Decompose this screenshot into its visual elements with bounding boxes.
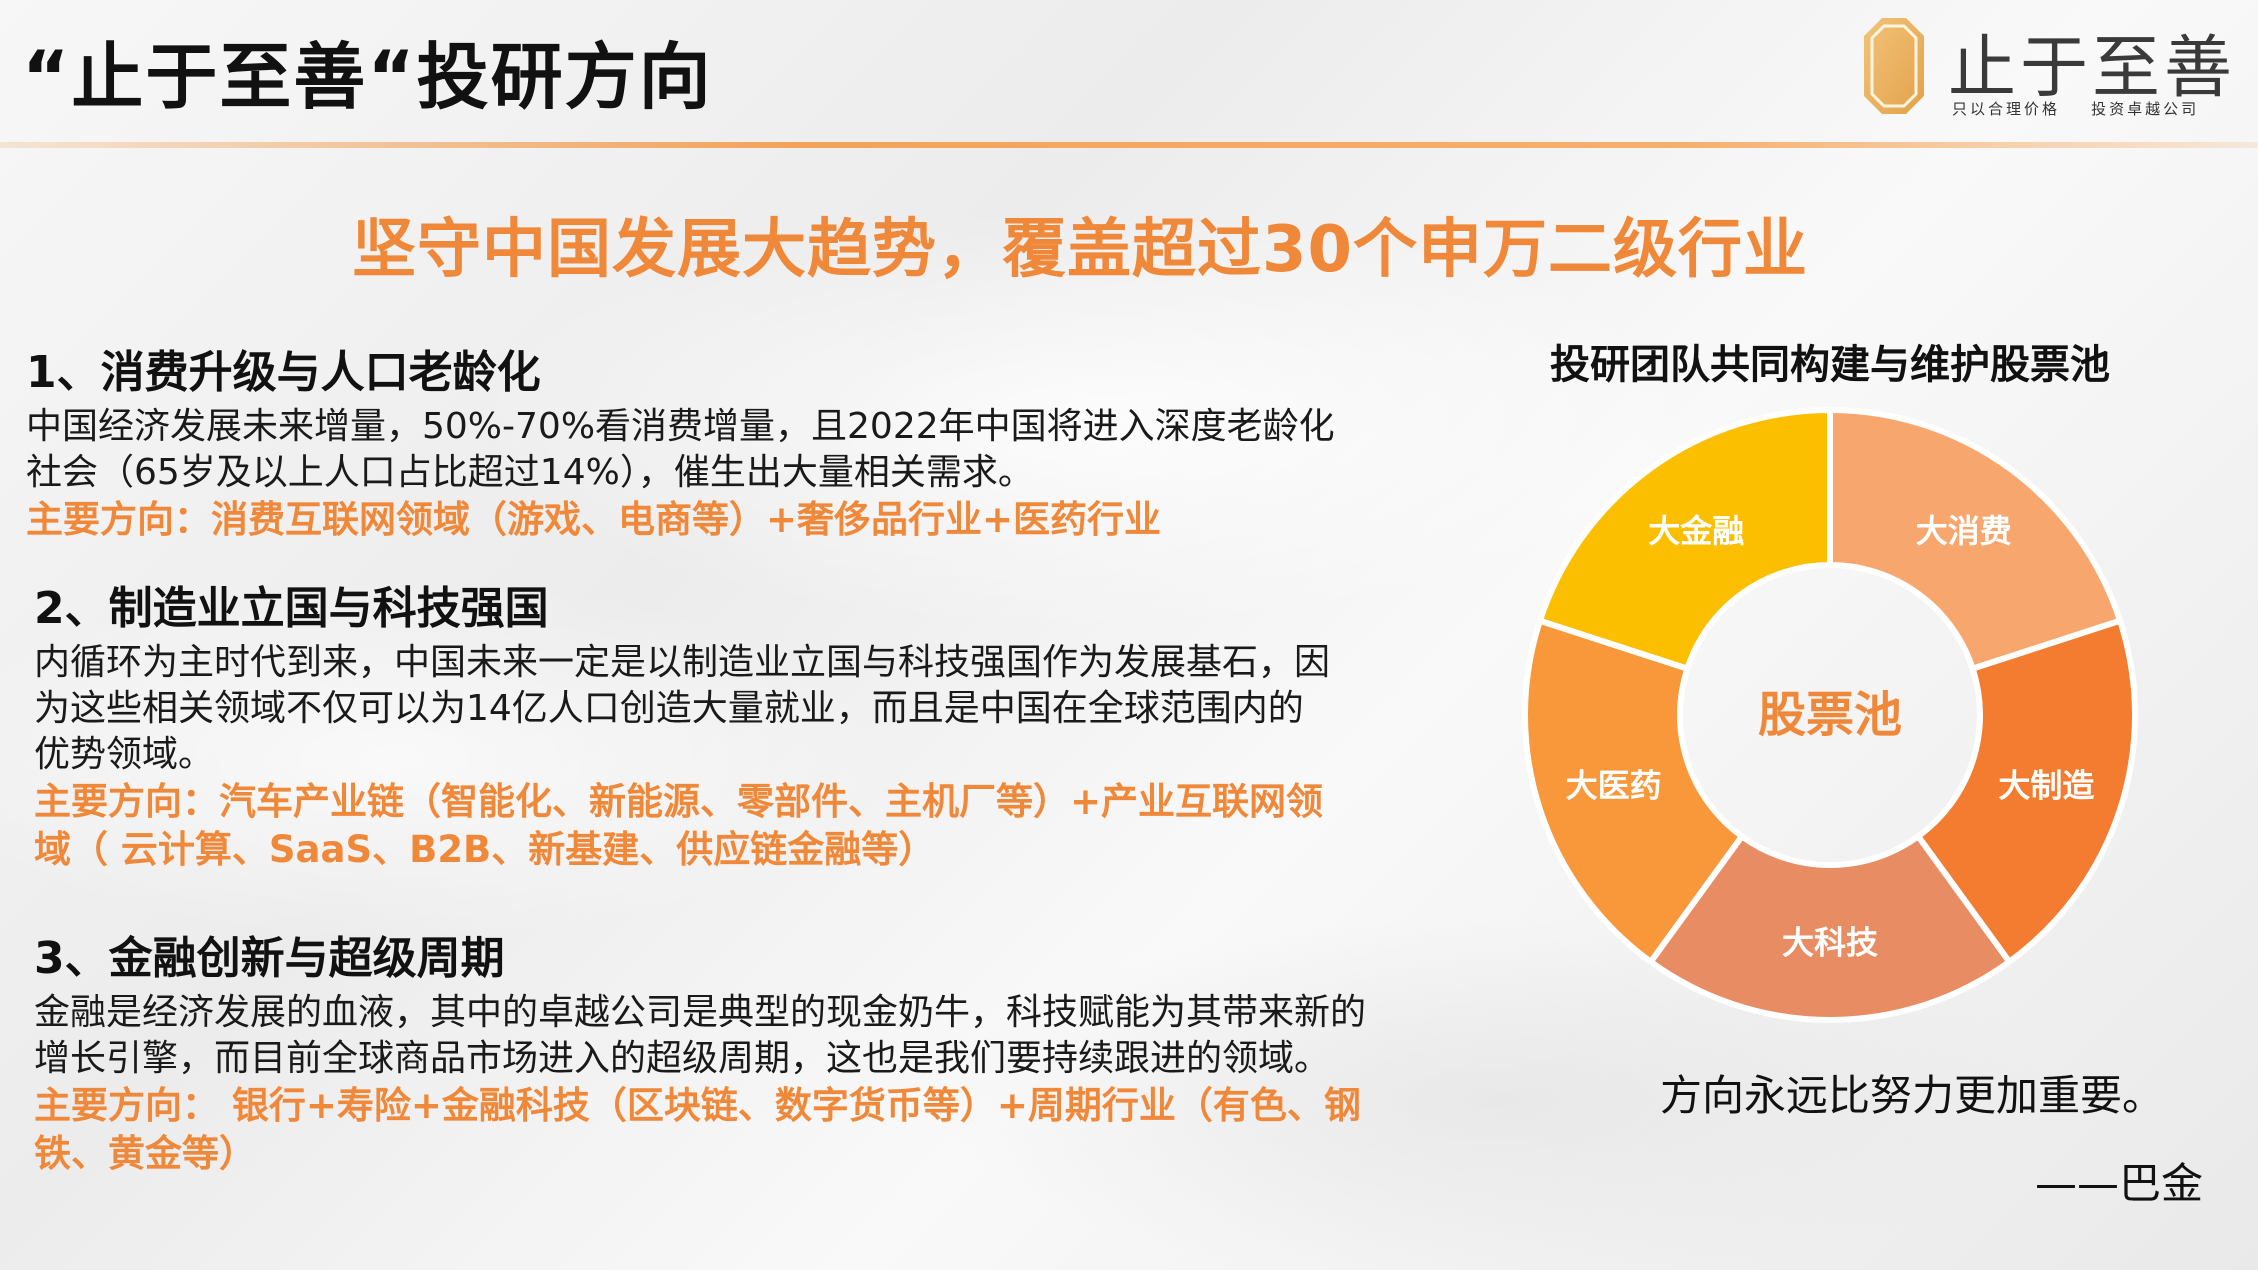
section-title: 3、金融创新与超级周期 <box>34 933 505 984</box>
donut-slice-4 <box>1522 616 1747 966</box>
section-direction: 主要方向：汽车产业链（智能化、新能源、零部件、主机厂等）+产业互联网领域（ 云计… <box>34 780 1323 871</box>
donut-slice-label: 大金融 <box>1648 512 1744 550</box>
section-finance: 3、金融创新与超级周期 金融是经济发展的血液，其中的卓越公司是典型的现金奶牛，科… <box>34 922 1374 1178</box>
quote: 方向永远比努力更加重要。 <box>1660 1071 2165 1120</box>
headline: 坚守中国发展大趋势，覆盖超过30个申万二级行业 <box>351 213 1809 287</box>
section-title: 2、制造业立国与科技强国 <box>34 583 549 634</box>
section-consumption: 1、消费升级与人口老龄化 中国经济发展未来增量，50%-70%看消费增量，且20… <box>26 336 1346 544</box>
donut-center-label: 股票池 <box>1758 687 1902 743</box>
donut-slice-label: 大消费 <box>1916 512 2012 550</box>
section-body: 中国经济发展未来增量，50%-70%看消费增量，且2022年中国将进入深度老龄化… <box>26 406 1335 493</box>
logo-tagline-right: 投资卓越公司 <box>2091 100 2200 118</box>
section-direction: 主要方向：消费互联网领域（游戏、电商等）+奢侈品行业+医药行业 <box>26 498 1162 541</box>
logo-text: 止于至善 <box>1948 29 2237 108</box>
donut-slice-3 <box>1646 832 2014 1023</box>
logo-tagline-left: 只以合理价格 <box>1952 100 2061 118</box>
donut-slice-1 <box>1827 406 2124 673</box>
section-body: 金融是经济发展的血液，其中的卓越公司是典型的现金奶牛，科技赋能为其带来新的增长引… <box>34 992 1367 1079</box>
section-direction: 主要方向： 银行+寿险+金融科技（区块链、数字货币等）+周期行业（有色、钢铁、黄… <box>34 1084 1361 1175</box>
logo: 止于至善 只以合理价格 投资卓越公司 <box>1862 12 2242 122</box>
logo-mark-icon <box>1864 18 1924 114</box>
donut-slice-label: 大制造 <box>1998 766 2094 804</box>
donut-slice-2 <box>1913 616 2138 966</box>
donut-slice-label: 大科技 <box>1782 924 1878 962</box>
section-title: 1、消费升级与人口老龄化 <box>26 347 541 398</box>
section-body: 内循环为主时代到来，中国未来一定是以制造业立国与科技强国作为发展基石，因为这些相… <box>34 642 1331 775</box>
header-divider <box>0 142 2258 148</box>
section-manufacturing: 2、制造业立国与科技强国 内循环为主时代到来，中国未来一定是以制造业立国与科技强… <box>34 572 1334 874</box>
page-title: “止于至善“投研方向 <box>22 35 713 119</box>
donut-slice-label: 大医药 <box>1566 766 1662 804</box>
donut-slice-5 <box>1536 406 1833 673</box>
chart-title: 投研团队共同构建与维护股票池 <box>1550 342 2110 388</box>
quote-author: ——巴金 <box>2035 1159 2204 1208</box>
logo-tagline: 只以合理价格 投资卓越公司 <box>1952 98 2199 119</box>
